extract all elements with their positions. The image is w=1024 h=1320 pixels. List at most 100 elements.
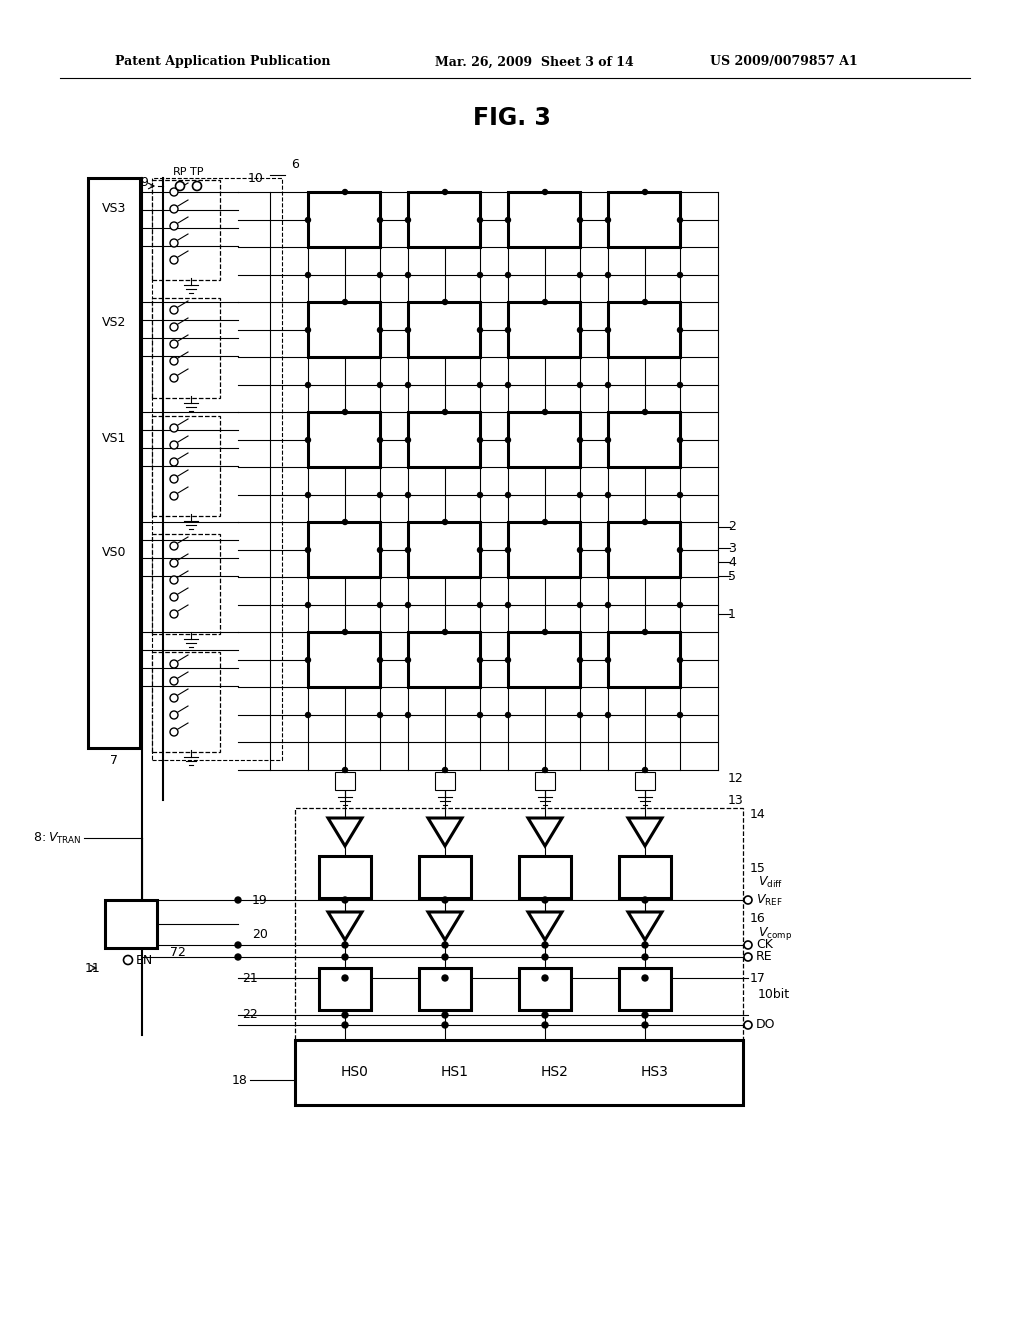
Circle shape	[305, 383, 310, 388]
Circle shape	[378, 492, 383, 498]
Text: 14: 14	[750, 808, 766, 821]
Text: 16: 16	[750, 912, 766, 924]
Circle shape	[477, 218, 482, 223]
Circle shape	[170, 694, 178, 702]
Text: 20: 20	[252, 928, 268, 941]
Circle shape	[542, 1022, 548, 1028]
Circle shape	[605, 713, 610, 718]
Text: TP: TP	[190, 168, 204, 177]
Bar	[308, 632, 380, 686]
Circle shape	[678, 272, 683, 277]
Circle shape	[605, 548, 610, 553]
Circle shape	[170, 475, 178, 483]
Circle shape	[543, 767, 548, 772]
Circle shape	[542, 1012, 548, 1018]
Text: Patent Application Publication: Patent Application Publication	[115, 55, 331, 69]
Circle shape	[578, 437, 583, 442]
Circle shape	[406, 548, 411, 553]
Text: VS0: VS0	[101, 546, 126, 560]
Circle shape	[170, 492, 178, 500]
Bar	[508, 521, 580, 577]
Text: HS3: HS3	[641, 1065, 669, 1078]
Bar	[608, 632, 680, 686]
Bar	[408, 191, 480, 247]
Text: 10bit: 10bit	[758, 987, 791, 1001]
Circle shape	[170, 256, 178, 264]
Circle shape	[578, 713, 583, 718]
Circle shape	[406, 218, 411, 223]
Text: HS0: HS0	[341, 1065, 369, 1078]
Circle shape	[378, 218, 383, 223]
Circle shape	[642, 767, 647, 772]
Circle shape	[378, 437, 383, 442]
Circle shape	[170, 677, 178, 685]
Bar	[635, 772, 655, 789]
Circle shape	[342, 954, 348, 960]
Circle shape	[305, 657, 310, 663]
Bar	[519, 855, 571, 898]
Circle shape	[342, 520, 347, 524]
Circle shape	[678, 383, 683, 388]
Circle shape	[678, 218, 683, 223]
Text: 10: 10	[248, 172, 264, 185]
Circle shape	[678, 548, 683, 553]
Circle shape	[506, 218, 511, 223]
Circle shape	[170, 729, 178, 737]
Circle shape	[678, 602, 683, 607]
Circle shape	[406, 713, 411, 718]
Circle shape	[477, 602, 482, 607]
Circle shape	[342, 409, 347, 414]
Text: 9: 9	[140, 177, 148, 190]
Circle shape	[406, 602, 411, 607]
Circle shape	[506, 327, 511, 333]
Circle shape	[678, 657, 683, 663]
Circle shape	[170, 458, 178, 466]
Bar	[152, 178, 282, 760]
Circle shape	[442, 300, 447, 305]
Circle shape	[170, 205, 178, 213]
Circle shape	[170, 593, 178, 601]
Bar	[308, 412, 380, 467]
Circle shape	[378, 272, 383, 277]
Circle shape	[744, 896, 752, 904]
Text: FIG. 3: FIG. 3	[473, 106, 551, 129]
Circle shape	[406, 437, 411, 442]
Circle shape	[477, 713, 482, 718]
Circle shape	[605, 327, 610, 333]
Circle shape	[477, 657, 482, 663]
Circle shape	[605, 383, 610, 388]
Circle shape	[542, 898, 548, 903]
Circle shape	[605, 602, 610, 607]
Circle shape	[477, 272, 482, 277]
Circle shape	[342, 190, 347, 194]
Text: 15: 15	[750, 862, 766, 874]
Circle shape	[543, 520, 548, 524]
Bar	[408, 412, 480, 467]
Text: 4: 4	[728, 556, 736, 569]
Circle shape	[234, 954, 241, 960]
Circle shape	[442, 409, 447, 414]
Bar	[618, 855, 671, 898]
Circle shape	[678, 327, 683, 333]
Circle shape	[678, 713, 683, 718]
Circle shape	[442, 190, 447, 194]
Circle shape	[342, 1022, 348, 1028]
Bar	[508, 302, 580, 356]
Circle shape	[305, 492, 310, 498]
Circle shape	[442, 954, 449, 960]
Circle shape	[605, 218, 610, 223]
Bar	[435, 772, 455, 789]
Text: Mar. 26, 2009  Sheet 3 of 14: Mar. 26, 2009 Sheet 3 of 14	[435, 55, 634, 69]
Bar	[535, 772, 555, 789]
Text: 22: 22	[243, 1008, 258, 1022]
Circle shape	[506, 602, 511, 607]
Circle shape	[642, 942, 648, 948]
Circle shape	[342, 1012, 348, 1018]
Circle shape	[678, 437, 683, 442]
Bar	[618, 968, 671, 1010]
Bar	[608, 302, 680, 356]
Text: 21: 21	[243, 972, 258, 985]
Circle shape	[305, 218, 310, 223]
Circle shape	[378, 657, 383, 663]
Text: CK: CK	[756, 939, 773, 952]
